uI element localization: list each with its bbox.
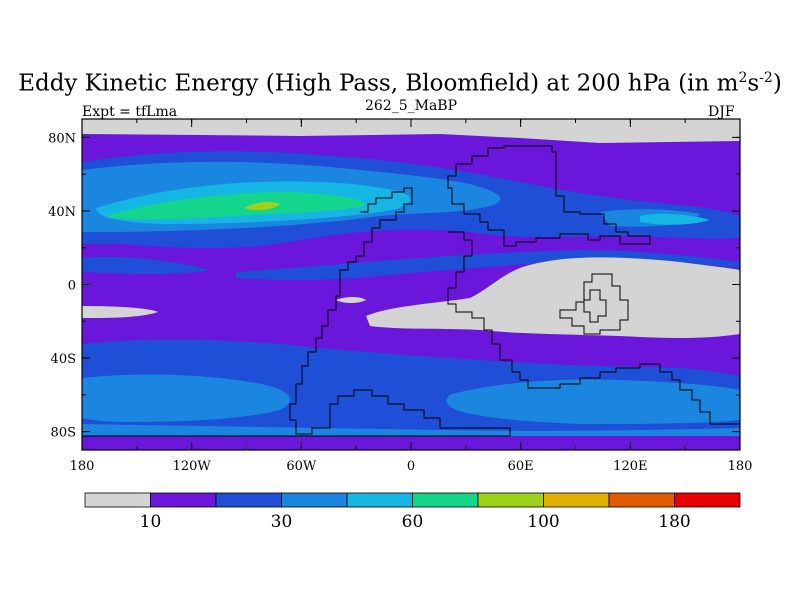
- colorbar-swatch: [84, 492, 151, 508]
- x-tick-label: 0: [407, 459, 415, 474]
- colorbar-label: 10: [140, 512, 162, 532]
- y-tick-label: 40N: [48, 205, 76, 220]
- landmass-western-outline: [289, 187, 511, 436]
- y-tick-label: 40S: [51, 352, 76, 367]
- colorbar-label: 100: [527, 512, 559, 532]
- x-axis-ticks: [81, 119, 741, 450]
- x-axis-tick-labels: 180 120W 60W 0 60E 120E 180: [70, 459, 753, 474]
- x-tick-label: 120E: [613, 459, 647, 474]
- field-strack-level3-pole: [82, 424, 740, 436]
- field-ntrack-level6: [244, 201, 280, 211]
- colorbar-labels: 10 30 60 100 180: [140, 512, 691, 532]
- map-field: [82, 119, 740, 450]
- x-tick-label: 60W: [286, 459, 317, 474]
- y-tick-label: 80S: [51, 426, 76, 441]
- landmass-eastern-outline: [447, 231, 740, 425]
- colorbar-swatch: [543, 492, 610, 508]
- field-ntrack-level5: [106, 192, 365, 220]
- colorbar: [84, 492, 741, 508]
- y-axis-tick-labels: 80N 40N 0 40S 80S: [48, 131, 76, 440]
- chart-title: Eddy Kinetic Energy (High Pass, Bloomfie…: [18, 70, 782, 97]
- colorbar-label: 30: [271, 512, 293, 532]
- landmass-interior-outline: [559, 273, 629, 335]
- field-grey-indopacific: [366, 257, 740, 338]
- field-arctic-low: [82, 119, 740, 143]
- y-axis-ticks: [82, 136, 740, 433]
- colorbar-swatch: [674, 492, 741, 508]
- field-strack-level3-west: [82, 374, 290, 422]
- colorbar-label: 180: [658, 512, 690, 532]
- x-tick-label: 180: [728, 459, 753, 474]
- field-grey-atlantic: [336, 297, 366, 303]
- x-tick-label: 60E: [508, 459, 534, 474]
- season-label: DJF: [708, 104, 735, 120]
- field-westpac-level2: [82, 256, 210, 274]
- colorbar-swatch: [412, 492, 479, 508]
- continent-outlines: [82, 145, 740, 437]
- field-strack-level3-east: [446, 379, 740, 424]
- x-tick-label: 120W: [173, 459, 212, 474]
- run-label: 262_5_MaBP: [365, 98, 458, 114]
- colorbar-swatch: [150, 492, 217, 508]
- colorbar-swatch: [477, 492, 544, 508]
- y-tick-label: 80N: [48, 131, 76, 146]
- landmass-northern-outline: [447, 145, 651, 247]
- colorbar-swatch: [215, 492, 282, 508]
- colorbar-swatch: [608, 492, 675, 508]
- field-subtrop-level2: [236, 250, 740, 280]
- experiment-label: Expt = tfLma: [82, 104, 178, 120]
- landmass-inner-outline: [583, 289, 607, 323]
- x-tick-label: 180: [70, 459, 95, 474]
- colorbar-swatch: [346, 492, 413, 508]
- y-tick-label: 0: [68, 279, 76, 294]
- colorbar-swatch: [281, 492, 348, 508]
- colorbar-label: 60: [402, 512, 424, 532]
- field-pacific-level4: [640, 213, 710, 225]
- field-grey-west: [82, 306, 158, 318]
